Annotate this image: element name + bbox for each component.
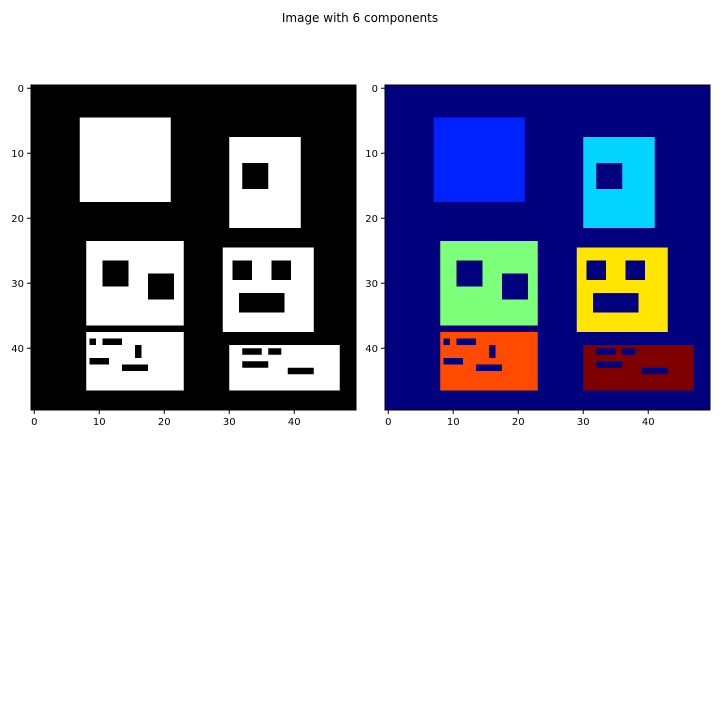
component-hole: [641, 367, 668, 375]
y-tick-label: 40: [11, 344, 24, 355]
component-hole: [443, 338, 450, 345]
component-hole: [625, 260, 645, 280]
component-hole: [135, 345, 142, 358]
component-hole: [593, 293, 639, 313]
component-hole: [596, 361, 623, 368]
component-hole: [242, 348, 262, 355]
component-hole: [239, 293, 285, 313]
component-hole: [242, 361, 269, 368]
component-hole: [122, 364, 148, 371]
component-hole: [489, 345, 496, 358]
component-hole: [271, 260, 291, 280]
component-hole: [596, 348, 616, 355]
component-hole: [102, 260, 129, 287]
x-tick-label: 30: [577, 417, 590, 428]
component-hole: [89, 338, 96, 345]
x-tick-label: 30: [223, 417, 236, 428]
component-hole: [232, 260, 252, 280]
component-1: [79, 117, 171, 202]
label-image-panel: 0 10 20 30 40 0 10 20 30 40: [365, 84, 711, 428]
y-tick-label: 20: [11, 214, 24, 225]
x-tick-label: 0: [31, 417, 37, 428]
component-hole: [242, 163, 269, 189]
x-tick-label: 40: [288, 417, 301, 428]
component-hole: [268, 348, 282, 355]
component-hole: [287, 367, 314, 375]
x-tick-label: 20: [512, 417, 525, 428]
x-tick-label: 10: [93, 417, 106, 428]
y-tick-label: 0: [18, 84, 24, 95]
component-4: [576, 247, 668, 332]
component-hole: [456, 260, 483, 287]
x-tick-label: 40: [642, 417, 655, 428]
axes-frame: [30, 84, 357, 411]
component-hole: [443, 358, 463, 365]
x-tick-label: 10: [447, 417, 460, 428]
y-tick-label: 0: [372, 84, 378, 95]
x-tick-label: 0: [385, 417, 391, 428]
figure-title: Image with 6 components: [281, 11, 439, 25]
y-tick-label: 10: [11, 149, 24, 160]
component-4: [222, 247, 314, 332]
component-hole: [89, 358, 109, 365]
component-hole: [586, 260, 606, 280]
binary-image-panel: 0 10 20 30 40 0 10 20 30 40: [11, 84, 357, 428]
y-tick-label: 40: [365, 344, 378, 355]
component-hole: [596, 163, 623, 189]
x-tick-label: 20: [158, 417, 171, 428]
component-hole: [456, 338, 476, 345]
axes-frame: [384, 84, 711, 411]
y-tick-label: 30: [365, 279, 378, 290]
component-hole: [148, 273, 174, 300]
y-tick-label: 30: [11, 279, 24, 290]
component-hole: [476, 364, 502, 371]
component-1: [433, 117, 525, 202]
y-tick-label: 10: [365, 149, 378, 160]
component-hole: [502, 273, 528, 300]
component-hole: [102, 338, 122, 345]
y-tick-label: 20: [365, 214, 378, 225]
component-hole: [622, 348, 636, 355]
